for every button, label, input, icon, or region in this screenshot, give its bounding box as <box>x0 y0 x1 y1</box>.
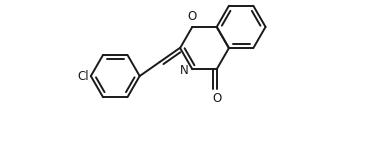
Text: O: O <box>212 92 221 105</box>
Text: O: O <box>188 10 197 23</box>
Text: Cl: Cl <box>78 70 89 83</box>
Text: N: N <box>180 64 189 77</box>
